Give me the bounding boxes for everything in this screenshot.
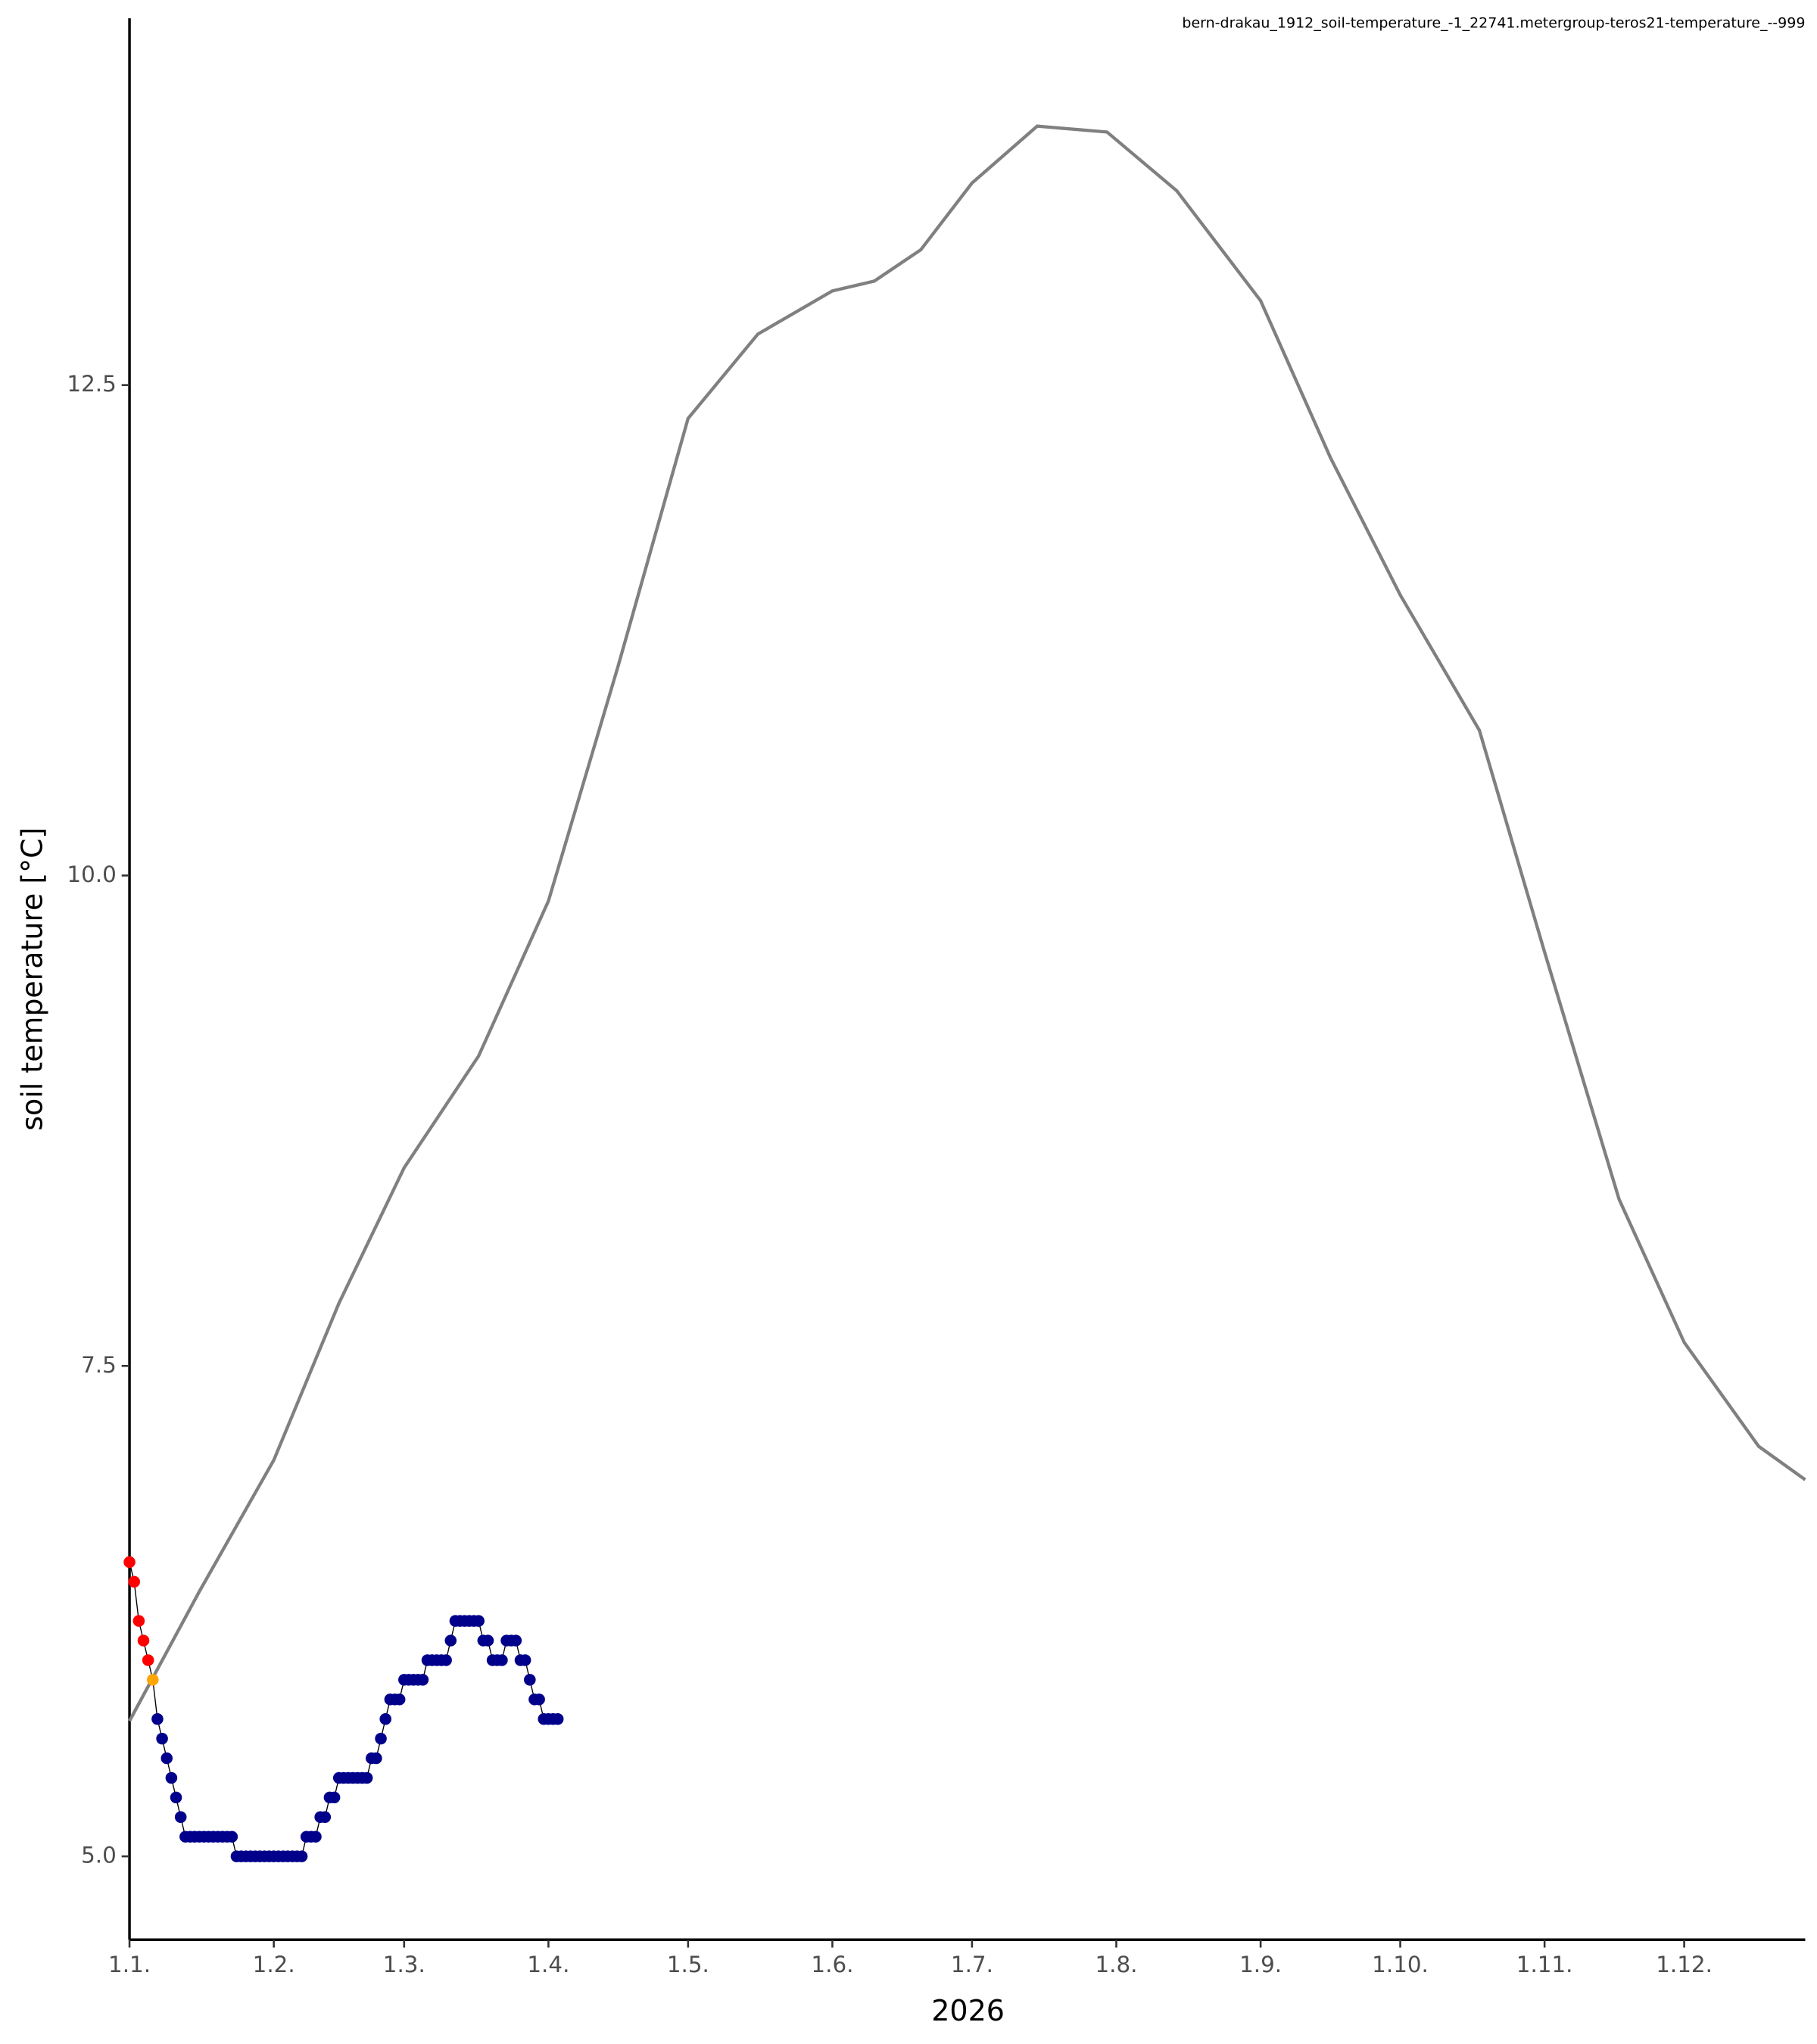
annotation: bern-drakau_1912_soil-temperature_-1_227… [1182, 15, 1805, 32]
data-point [310, 1831, 322, 1843]
data-point [128, 1575, 140, 1588]
x-tick-label: 1.9. [1239, 1952, 1282, 1977]
data-point [440, 1654, 452, 1666]
data-point [174, 1811, 187, 1824]
x-tick-label: 1.2. [253, 1952, 295, 1977]
data-point [510, 1634, 522, 1647]
data-point [142, 1654, 154, 1666]
data-point [170, 1791, 182, 1804]
data-point [156, 1732, 168, 1745]
data-point [370, 1752, 382, 1765]
x-tick-label: 1.1. [108, 1952, 151, 1977]
data-point [137, 1634, 150, 1647]
data-point [226, 1831, 238, 1843]
data-point [472, 1615, 485, 1627]
x-axis-label: 2026 [931, 1994, 1005, 2027]
data-point [551, 1712, 564, 1725]
y-tick-label: 7.5 [81, 1352, 117, 1378]
data-point [360, 1771, 373, 1784]
y-tick-label: 12.5 [67, 371, 116, 397]
x-tick-label: 1.12. [1656, 1952, 1713, 1977]
data-point [328, 1791, 341, 1804]
data-point [161, 1752, 173, 1765]
x-tick-label: 1.3. [383, 1952, 425, 1977]
x-tick-label: 1.6. [811, 1952, 853, 1977]
data-point [519, 1654, 531, 1666]
data-point [393, 1693, 406, 1706]
data-point [533, 1693, 545, 1706]
y-tick-label: 10.0 [67, 862, 116, 887]
data-point [151, 1712, 164, 1725]
x-tick-label: 1.7. [951, 1952, 993, 1977]
data-point [496, 1654, 508, 1666]
data-point [444, 1634, 457, 1647]
data-point [147, 1674, 159, 1686]
data-point [416, 1674, 429, 1686]
data-point [123, 1556, 136, 1569]
data-point [165, 1771, 178, 1784]
data-point [295, 1850, 308, 1862]
x-tick-label: 1.11. [1516, 1952, 1573, 1977]
x-tick-label: 1.4. [527, 1952, 569, 1977]
x-tick-label: 1.5. [667, 1952, 709, 1977]
data-point [482, 1634, 494, 1647]
data-point [379, 1712, 391, 1725]
data-point [375, 1732, 387, 1745]
data-point [132, 1615, 145, 1627]
x-tick-label: 1.10. [1372, 1952, 1429, 1977]
data-point [319, 1811, 332, 1824]
y-axis-label: soil temperature [°C] [15, 827, 48, 1131]
data-point [524, 1674, 536, 1686]
x-tick-label: 1.8. [1095, 1952, 1137, 1977]
reference-curve [128, 124, 1806, 1722]
y-tick-label: 5.0 [81, 1843, 117, 1868]
